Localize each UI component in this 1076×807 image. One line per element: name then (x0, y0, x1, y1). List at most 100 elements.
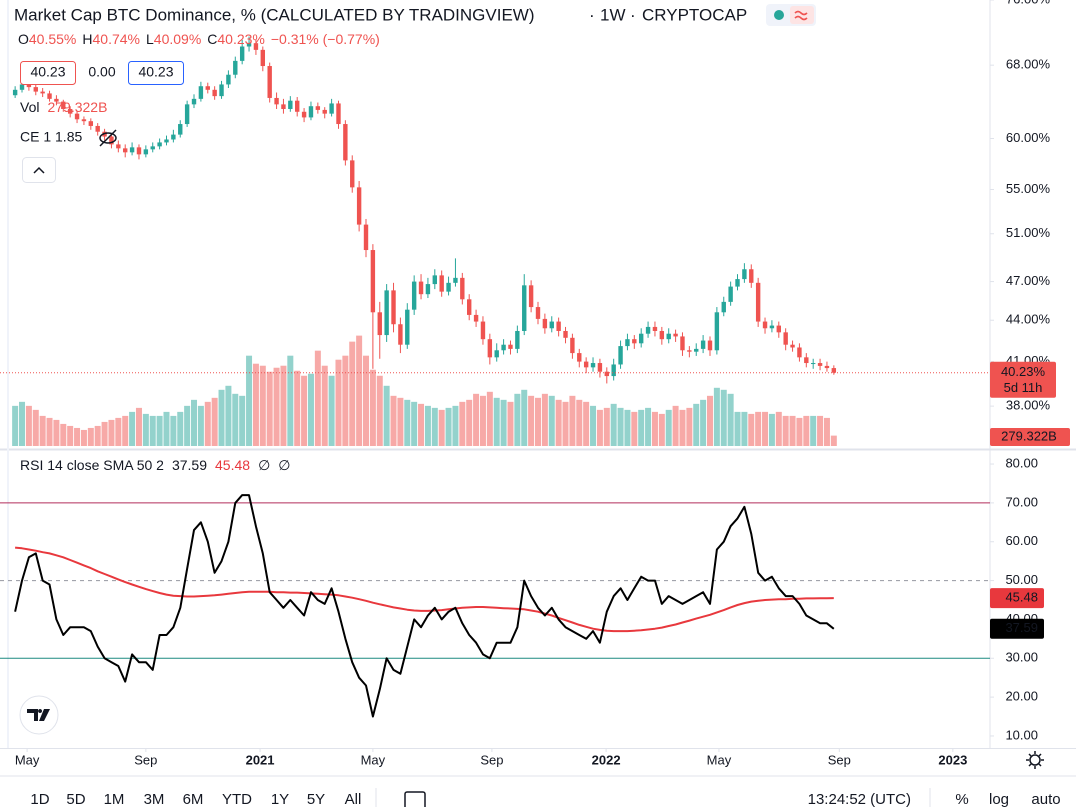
volume-bar (266, 371, 273, 446)
auto-toggle[interactable]: auto (1031, 791, 1060, 807)
candle-body (267, 66, 272, 98)
log-toggle[interactable]: log (989, 791, 1009, 807)
range-button[interactable]: YTD (222, 791, 252, 807)
candle-body (515, 330, 520, 349)
volume-bar (211, 397, 218, 446)
y-tick-label: 30.00 (1005, 650, 1038, 665)
candle-body (19, 84, 25, 90)
sell-button[interactable] (20, 61, 76, 85)
bottom-toolbar: 13:24:52 (UTC) % log auto 1D 5D 1M 3M 6M YTD 1… (30, 788, 1061, 807)
range-button[interactable]: 6M (183, 791, 204, 807)
logo-mark (27, 709, 50, 721)
candle-body (783, 332, 788, 345)
volume-bar (555, 399, 562, 446)
volume-bar (755, 411, 762, 446)
settings-icon[interactable] (1026, 751, 1044, 769)
volume-bar (177, 411, 184, 446)
candle-body (356, 187, 362, 225)
volume-bar (122, 415, 129, 446)
collapse-button[interactable] (22, 157, 56, 183)
volume-bar (19, 401, 26, 446)
volume-bar (411, 401, 418, 446)
volume-tag-label: 279.322B (1001, 428, 1057, 443)
volume-bar (541, 393, 548, 446)
volume-bar (562, 401, 569, 446)
buy-button[interactable] (128, 61, 184, 85)
rsi-legend: RSI 14 close SMA 50 2 37.59 45.48 ∅ ∅ (20, 457, 290, 473)
y-tick-label: 55.00% (1006, 181, 1051, 196)
eye-slash (99, 129, 117, 147)
range-button[interactable]: 5Y (307, 791, 325, 807)
volume-bar (225, 385, 232, 446)
volume-bar (700, 399, 707, 446)
volume-bar (170, 415, 177, 446)
candle-body (659, 330, 665, 340)
candle-body (570, 337, 575, 354)
y-tick-label: 38.00% (1006, 398, 1051, 413)
volume-bar (590, 405, 597, 446)
candle-body (473, 314, 479, 322)
candle-body (439, 275, 444, 292)
range-button[interactable]: 3M (144, 791, 165, 807)
candle-body (315, 106, 321, 110)
candle-body (67, 108, 73, 114)
separator: · (589, 5, 595, 24)
volume-bar (493, 397, 500, 446)
volume-bar (376, 375, 383, 446)
range-button[interactable]: All (345, 791, 362, 807)
last-price-label: 40.23% (1001, 364, 1046, 379)
volume-bar (438, 409, 445, 446)
logo-bg (19, 695, 59, 735)
candle-body (171, 134, 176, 140)
h-label: H (82, 31, 92, 47)
candle-body (233, 60, 238, 75)
volume-bar (748, 413, 755, 446)
candle-body (157, 142, 162, 147)
hide-icon[interactable] (99, 129, 117, 147)
clock[interactable]: 13:24:52 (UTC) (808, 791, 911, 807)
volume-legend: Vol 279.322B (20, 99, 107, 115)
calendar-icon[interactable] (404, 791, 426, 807)
o-value: 40.55% (29, 31, 76, 47)
volume-bar (252, 363, 259, 446)
candle-body (645, 326, 651, 334)
candle-body (494, 350, 499, 358)
percent-toggle[interactable]: % (955, 791, 968, 807)
candle-body (329, 103, 334, 114)
candle-body (116, 144, 121, 149)
candle-body (88, 121, 94, 126)
volume-bar (817, 415, 824, 446)
y-tick-label: 70.00 (1005, 494, 1038, 509)
candle-body (295, 100, 300, 112)
candle-body (205, 86, 210, 90)
range-button[interactable]: 5D (66, 791, 85, 807)
range-button[interactable]: 1Y (271, 791, 289, 807)
range-button[interactable]: 1M (104, 791, 125, 807)
candle-body (687, 350, 692, 352)
indicator-legend: CE 1 1.85 (20, 129, 82, 145)
x-tick-label: 2022 (592, 752, 621, 767)
volume-bar (727, 393, 734, 446)
candle-body (219, 84, 224, 97)
volume-bar (397, 397, 404, 446)
volume-bar (624, 409, 631, 446)
volume-bar (232, 393, 239, 446)
x-tick-label: Sep (480, 752, 503, 767)
volume-bar (108, 419, 115, 446)
c-label: C (207, 31, 217, 47)
volume-bar (32, 409, 39, 446)
tv-logo[interactable] (19, 695, 59, 735)
volume-bar (184, 405, 191, 446)
volume-bar (163, 411, 170, 446)
collapse-icon (33, 166, 45, 174)
candle-body (762, 321, 768, 329)
volume-bar (349, 341, 356, 446)
candle-body (577, 353, 582, 362)
candle-body (260, 49, 266, 67)
change: −0.31% (−0.77%) (271, 31, 380, 47)
candle-body (398, 324, 403, 345)
volume-bar (734, 411, 741, 446)
range-button[interactable]: 1D (30, 791, 49, 807)
candle-body (673, 333, 678, 337)
candle-body (150, 146, 155, 150)
